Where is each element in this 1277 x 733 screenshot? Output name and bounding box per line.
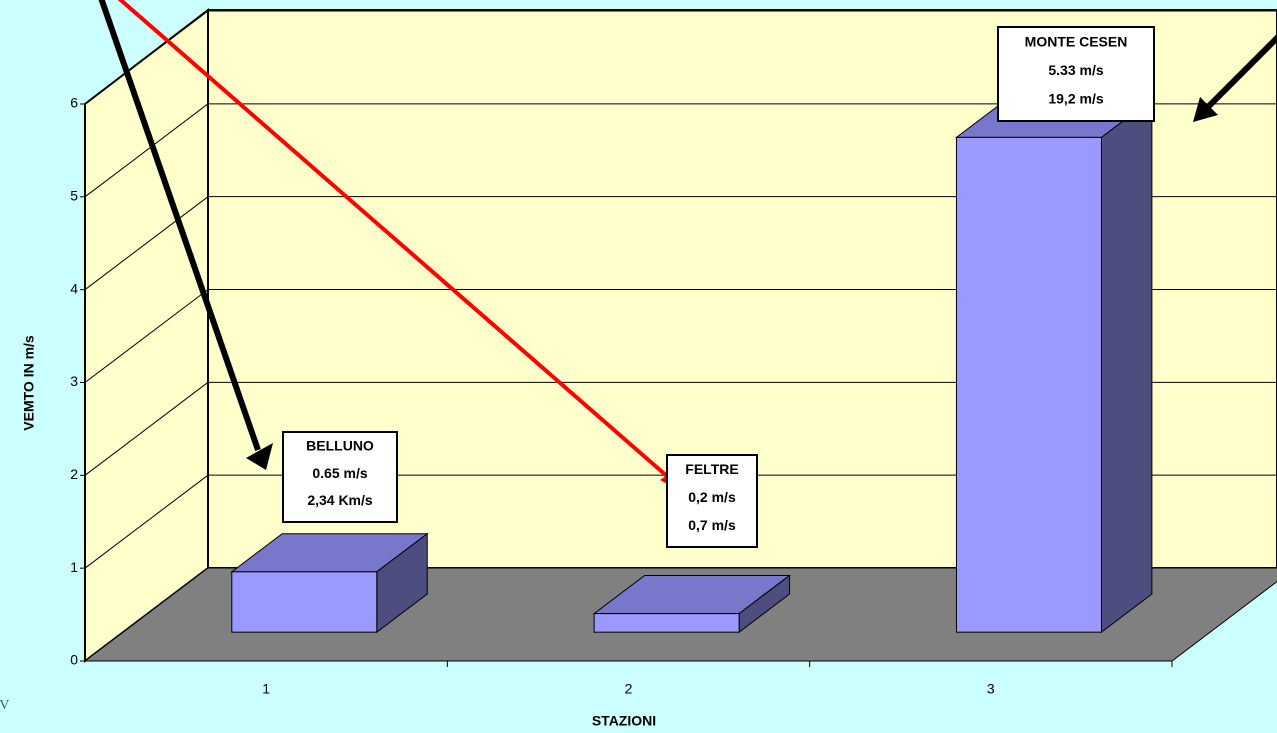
annotation: FELTRE 0,2 m/s 0,7 m/s [666, 454, 758, 548]
annotation-text: 0.65 m/s [312, 465, 367, 481]
grid-line [84, 10, 209, 105]
arrow [98, 0, 261, 451]
grid-line [84, 474, 209, 569]
bar-front [231, 571, 378, 633]
annotations: BELLUNO 0.65 m/s 2,34 Km/s FELTRE 0,2 m/s 0,7… [282, 26, 1155, 548]
y-tick-label: 0 [70, 652, 78, 668]
annotation-text: 5.33 m/s [1048, 62, 1103, 78]
annotation-text: MONTE CESEN [1025, 33, 1128, 49]
annotation-box [282, 431, 398, 523]
bars [230, 98, 1154, 634]
y-tick-label: 6 [70, 95, 78, 111]
bar-front [593, 613, 740, 633]
grid-line [84, 381, 209, 476]
arrow [117, 0, 670, 479]
y-tick-label: 5 [70, 188, 78, 204]
x-tick-label: 3 [987, 681, 995, 697]
logo: LV [0, 698, 9, 713]
y-tick-label: 4 [70, 280, 78, 296]
annotation-text: BELLUNO [306, 438, 374, 454]
bar-front [955, 136, 1102, 633]
annotation-box [997, 26, 1155, 122]
annotation-box [666, 454, 758, 548]
x-axis-title: STAZIONI [592, 713, 656, 729]
y-tick-label: 1 [70, 559, 78, 575]
x-tick-label: 2 [625, 681, 633, 697]
bar [954, 98, 1154, 634]
arrow [1202, 33, 1277, 113]
arrow-head [1193, 97, 1218, 122]
annotation: MONTE CESEN 5.33 m/s 19,2 m/s [997, 26, 1155, 122]
annotation-text: 0,2 m/s [688, 489, 736, 505]
y-axis-title: VEMTO IN m/s [21, 335, 37, 431]
y-tick-label: 3 [70, 373, 78, 389]
annotation-text: 19,2 m/s [1048, 90, 1103, 106]
grid-line [84, 196, 209, 291]
x-tick-label: 1 [262, 681, 270, 697]
arrow-head [246, 443, 273, 470]
annotation-text: 0,7 m/s [688, 517, 736, 533]
grid-line [84, 103, 209, 198]
y-tick-label: 2 [70, 466, 78, 482]
annotation: BELLUNO 0.65 m/s 2,34 Km/s [282, 431, 398, 523]
grid-line [84, 289, 209, 383]
annotation-text: FELTRE [685, 461, 738, 477]
annotation-text: 2,34 Km/s [307, 492, 373, 508]
bar [230, 532, 429, 634]
bar-side [1100, 98, 1153, 634]
bar [592, 574, 792, 634]
